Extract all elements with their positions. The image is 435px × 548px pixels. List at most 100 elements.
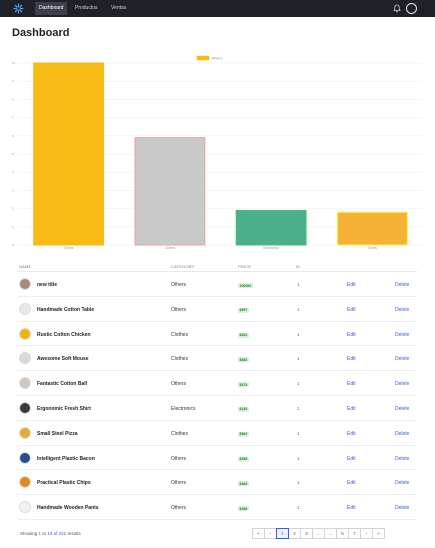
price-badge: $322 <box>238 332 249 338</box>
header-category[interactable]: CATEGORY <box>171 264 195 269</box>
legend-swatch <box>196 55 210 61</box>
edit-link[interactable]: Edit <box>347 381 356 388</box>
y-tick-label: 8 <box>12 97 14 101</box>
product-name: Handmade Wooden Pants <box>37 505 99 512</box>
products-table: NAME CATEGORY PRICE ID new title Others 10… <box>17 262 417 520</box>
product-name: Handmade Cotton Table <box>37 306 95 313</box>
x-tick-label: Electronics <box>263 246 279 250</box>
bell-icon[interactable] <box>393 4 401 13</box>
product-name: Ergonomic Fresh Shirt <box>37 405 91 412</box>
product-image <box>19 401 31 414</box>
product-category: Others <box>171 282 187 288</box>
price-badge: 100000 <box>238 283 253 288</box>
page-button[interactable]: » <box>372 528 385 539</box>
product-id: 1 <box>297 381 300 387</box>
product-name: Fantastic Cotton Ball <box>37 381 88 388</box>
price-badge: $474 <box>238 382 249 388</box>
nav-ventas[interactable]: Ventas <box>111 5 127 11</box>
product-category: Clothes <box>171 430 188 437</box>
product-name: Practical Plastic Chips <box>37 480 91 487</box>
product-id: 1 <box>297 505 300 511</box>
edit-link[interactable]: Edit <box>347 306 356 313</box>
product-image <box>19 501 31 514</box>
product-name: Intelligent Plastic Bacon <box>37 455 95 462</box>
product-id: 1 <box>297 455 300 461</box>
delete-link[interactable]: Delete <box>395 306 410 313</box>
header-id[interactable]: ID <box>296 264 301 269</box>
delete-link[interactable]: Delete <box>395 405 410 412</box>
y-tick-label: 9 <box>12 79 14 83</box>
page-button[interactable]: 1 <box>276 528 289 539</box>
price-badge: $997 <box>238 307 249 313</box>
product-image <box>19 327 31 340</box>
x-tick-label: Shoes <box>368 246 377 250</box>
product-id: 1 <box>297 306 300 312</box>
delete-link[interactable]: Delete <box>395 430 410 437</box>
edit-link[interactable]: Edit <box>347 505 356 512</box>
product-id: 1 <box>297 282 300 287</box>
nav-dashboard[interactable]: Dashboard <box>35 2 68 15</box>
nav-productos[interactable]: Productos <box>75 5 98 11</box>
edit-link[interactable]: Edit <box>347 455 356 462</box>
product-name: new title <box>37 282 58 288</box>
star-logo-icon[interactable] <box>13 3 24 14</box>
product-id: 1 <box>297 331 300 337</box>
product-category: Clothes <box>171 331 188 338</box>
page-title: Dashboard <box>12 27 70 39</box>
y-tick-label: 7 <box>12 116 14 120</box>
header-name[interactable]: NAME <box>19 264 32 269</box>
table-row: Handmade Wooden Pants Others $496 1 Edit Dele… <box>17 495 417 520</box>
delete-link[interactable]: Delete <box>395 480 410 487</box>
bar <box>134 137 206 246</box>
y-tick-label: 3 <box>12 188 14 192</box>
price-badge: $355 <box>238 456 249 462</box>
edit-link[interactable]: Edit <box>347 430 356 437</box>
edit-link[interactable]: Edit <box>347 282 356 288</box>
delete-link[interactable]: Delete <box>395 331 410 338</box>
table-body: new title Others 100000 1 Edit Delete Handmade… <box>17 272 417 520</box>
user-avatar[interactable] <box>406 3 417 14</box>
product-image <box>19 476 31 489</box>
product-image <box>19 377 31 390</box>
delete-link[interactable]: Delete <box>395 356 410 363</box>
delete-link[interactable]: Delete <box>395 282 410 288</box>
delete-link[interactable]: Delete <box>395 455 410 462</box>
delete-link[interactable]: Delete <box>395 505 410 512</box>
product-category: Others <box>171 480 187 487</box>
product-category: Others <box>171 381 187 388</box>
x-tick-label: Clothes <box>164 246 175 250</box>
product-category: Others <box>171 306 187 313</box>
edit-link[interactable]: Edit <box>347 405 356 412</box>
price-badge: $135 <box>238 406 249 412</box>
product-id: 1 <box>297 405 300 411</box>
table-row: Small Steel Pizza Clothes $902 1 Edit Delete <box>17 421 417 446</box>
category-bar-chart: 0 1 2 3 4 5 6 7 8 9 10 category Others Clothes Electro… <box>12 55 423 250</box>
bar <box>235 209 307 246</box>
table-row: Ergonomic Fresh Shirt Electronics $135 1 Edi… <box>17 396 417 421</box>
product-image <box>19 302 31 315</box>
y-tick-label: 6 <box>12 134 14 138</box>
product-category: Others <box>171 505 187 512</box>
product-id: 1 <box>297 480 300 486</box>
product-category: Electronics <box>171 405 196 412</box>
product-name: Small Steel Pizza <box>37 430 78 437</box>
table-row: Fantastic Cotton Ball Others $474 1 Edit Dele… <box>17 371 417 396</box>
y-tick-label: 5 <box>12 152 14 156</box>
y-tick-label: 1 <box>12 225 14 229</box>
product-category: Clothes <box>171 356 188 363</box>
legend-label: category <box>211 56 223 60</box>
table-row: new title Others 100000 1 Edit Delete <box>17 272 417 297</box>
top-navbar: Dashboard Productos Ventas <box>0 0 435 17</box>
edit-link[interactable]: Edit <box>347 480 356 487</box>
header-price[interactable]: PRICE <box>238 264 252 269</box>
edit-link[interactable]: Edit <box>347 356 356 363</box>
table-header: NAME CATEGORY PRICE ID <box>17 262 417 272</box>
product-image <box>19 278 31 290</box>
price-badge: $493 <box>238 481 249 487</box>
y-tick-label: 10 <box>12 61 16 65</box>
bar <box>33 62 105 246</box>
edit-link[interactable]: Edit <box>347 331 356 338</box>
product-category: Others <box>171 455 187 462</box>
product-id: 1 <box>297 356 300 362</box>
delete-link[interactable]: Delete <box>395 381 410 388</box>
